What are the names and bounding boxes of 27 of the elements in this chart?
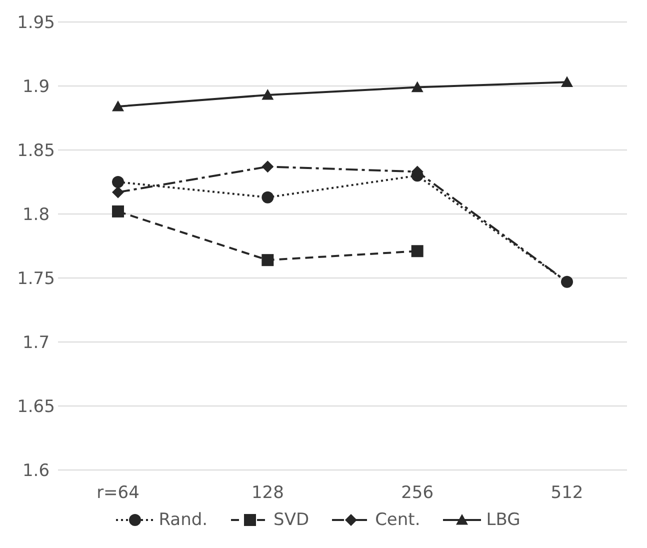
- point: [262, 88, 274, 100]
- point: [262, 191, 274, 204]
- x-tick-label: r=64: [96, 483, 140, 504]
- y-tick-label: 1.65: [17, 397, 55, 418]
- x-tick-label: 256: [401, 483, 434, 504]
- y-tick-label: 1.75: [17, 269, 55, 290]
- y-tick-label: 1.9: [22, 77, 50, 98]
- x-tick-label: 512: [550, 483, 584, 504]
- point: [561, 76, 573, 87]
- point: [112, 205, 124, 218]
- point: [411, 81, 424, 92]
- point: [112, 176, 124, 188]
- point: [112, 186, 124, 198]
- x-tick-label: 128: [251, 483, 284, 504]
- legend-label: Cent.: [374, 510, 420, 530]
- y-tick-label: 1.95: [17, 13, 55, 34]
- y-tick-label: 1.7: [22, 333, 50, 354]
- legend-label: LBG: [485, 510, 520, 530]
- point: [262, 254, 274, 266]
- y-tick-label: 1.85: [17, 141, 55, 162]
- legend-label: Rand.: [158, 510, 208, 530]
- legend-label: SVD: [272, 510, 310, 530]
- point: [411, 245, 424, 258]
- point: [262, 160, 274, 173]
- y-tick-label: 1.6: [22, 461, 50, 482]
- y-tick-label: 1.8: [22, 205, 50, 226]
- point: [112, 100, 124, 112]
